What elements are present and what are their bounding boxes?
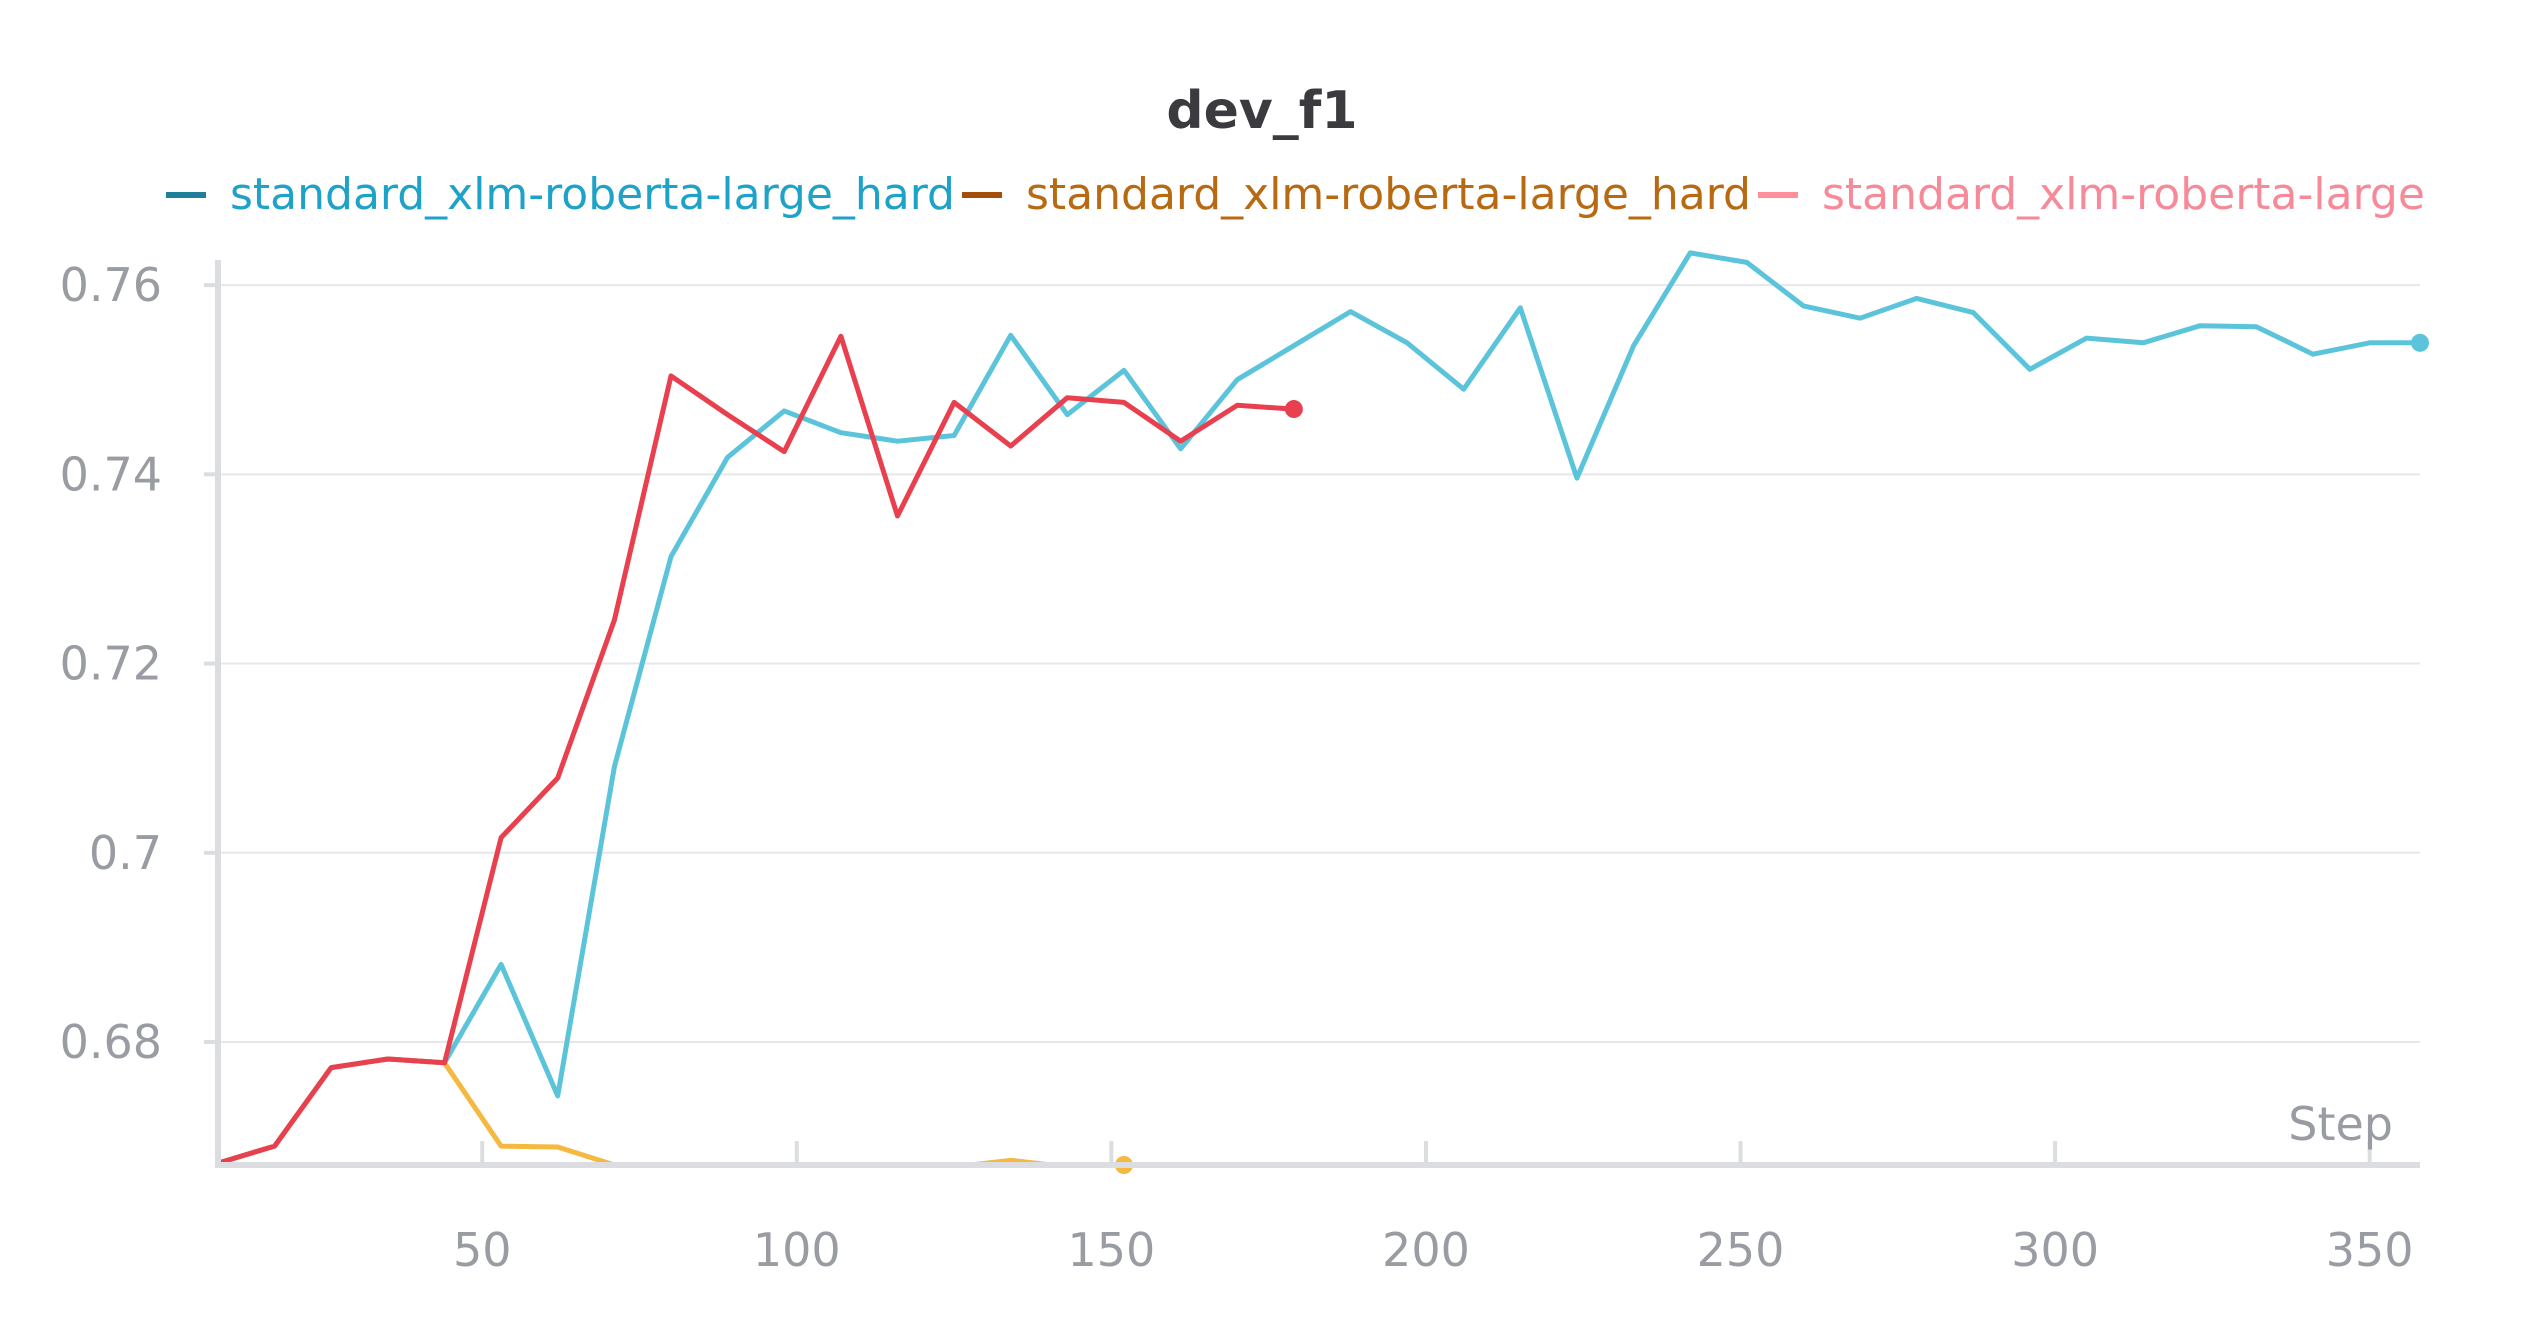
x-axis-label: Step <box>2288 1097 2393 1151</box>
x-tick-label: 350 <box>2326 1223 2414 1277</box>
x-axis-ticks: 50 100 150 200 250 300 350 <box>453 1141 2414 1277</box>
y-tick-label: 0.7 <box>89 826 162 880</box>
grid <box>218 284 2420 1044</box>
legend-label-3[interactable]: standard_xlm-roberta-large <box>1822 169 2425 220</box>
y-tick-label: 0.72 <box>60 637 162 691</box>
series-lines <box>215 250 2429 1179</box>
x-tick-label: 300 <box>2011 1223 2099 1277</box>
x-tick-label: 150 <box>1067 1223 1155 1277</box>
x-tick-label: 200 <box>1382 1223 1470 1277</box>
series-line-1[interactable] <box>215 250 2423 1165</box>
series-line-2[interactable] <box>215 1056 1127 1179</box>
chart-title: dev_f1 <box>1166 81 1357 141</box>
x-tick-label: 50 <box>453 1223 512 1277</box>
legend-label-1[interactable]: standard_xlm-roberta-large_hard <box>230 169 955 220</box>
y-tick-label: 0.68 <box>60 1015 162 1069</box>
y-axis-ticks: 0.68 0.7 0.72 0.74 0.76 <box>60 258 218 1069</box>
series-end-point-1[interactable] <box>2411 333 2429 352</box>
legend: standard_xlm-roberta-large_hard standard… <box>166 169 2425 220</box>
x-tick-label: 250 <box>1697 1223 1785 1277</box>
legend-label-2[interactable]: standard_xlm-roberta-large_hard <box>1026 169 1751 220</box>
x-tick-label: 100 <box>753 1223 841 1277</box>
y-tick-label: 0.76 <box>60 258 162 312</box>
y-tick-label: 0.74 <box>60 447 162 501</box>
series-end-point-3[interactable] <box>1284 400 1303 419</box>
series-line-3[interactable] <box>215 333 1297 1165</box>
